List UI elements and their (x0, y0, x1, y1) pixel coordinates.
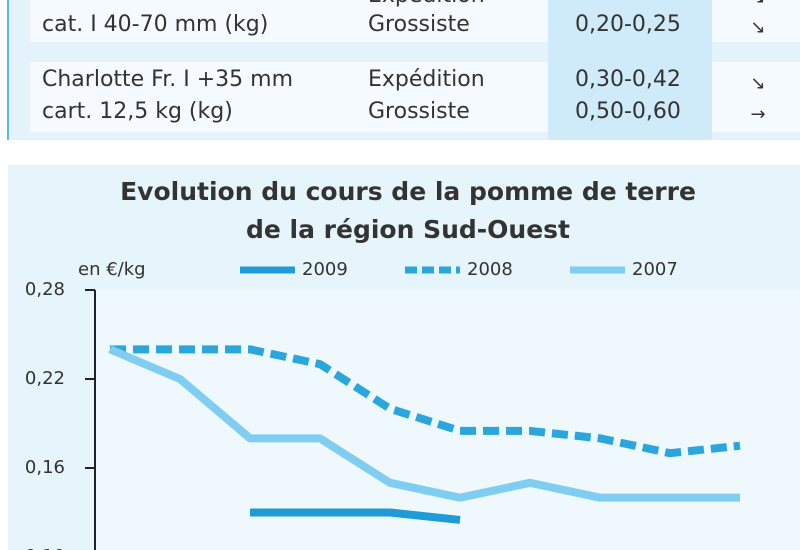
stage: Expédition (368, 67, 485, 92)
chart-title: de la région Sud-Ouest (246, 215, 570, 244)
series-line (250, 508, 461, 524)
y-tick-label: 0,28 (25, 279, 65, 300)
price: 0,50-0,60 (575, 99, 681, 124)
y-axis-label: en €/kg (78, 259, 146, 280)
trend-arrow: ↘ (750, 73, 765, 94)
price-column (548, 0, 712, 140)
y-tick-label: 0,10 (25, 546, 65, 550)
price: 0,30-0,42 (575, 67, 681, 92)
trend-arrow: ↘ (750, 17, 765, 38)
stage: Expédition (368, 0, 485, 8)
product: Charlotte Fr. I +35 mm (42, 67, 293, 92)
trend-arrow: → (750, 104, 765, 125)
chart-title: Evolution du cours de la pomme de terre (120, 177, 696, 206)
price: 0,20-0,25 (575, 12, 681, 37)
series-line (110, 345, 741, 458)
stage: Grossiste (368, 99, 470, 124)
product: cart. 12,5 kg (kg) (42, 99, 233, 124)
y-tick-label: 0,16 (25, 457, 65, 478)
series-line (108, 345, 740, 502)
y-tick-label: 0,22 (25, 368, 65, 389)
legend-label: 2007 (632, 259, 678, 280)
stage: Grossiste (368, 12, 470, 37)
product: cat. I 40-70 mm (kg) (42, 12, 268, 37)
legend-label: 2009 (302, 259, 348, 280)
legend-label: 2008 (467, 259, 513, 280)
trend-arrow: ↘ (750, 0, 765, 8)
plot-bg (95, 290, 800, 550)
